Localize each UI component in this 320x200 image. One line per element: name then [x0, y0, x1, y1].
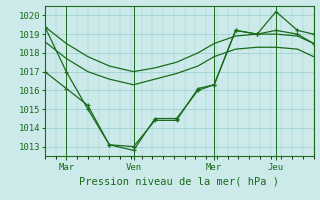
X-axis label: Pression niveau de la mer( hPa ): Pression niveau de la mer( hPa )	[79, 176, 279, 186]
